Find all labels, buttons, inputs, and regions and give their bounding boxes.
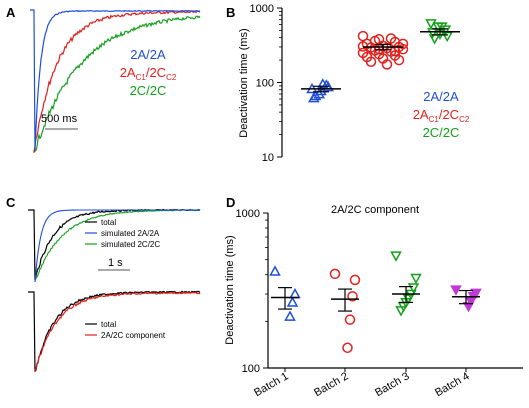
legend-label: total: [101, 218, 116, 227]
data-point: [365, 56, 377, 67]
panel-c-legend: total simulated 2A/2A simulated 2C/2C total…: [85, 218, 166, 340]
y-tick-label: 10: [262, 152, 274, 164]
data-point: [450, 285, 462, 296]
trace-c-sim-2a2a: [34, 209, 200, 283]
legend-entry: 2AC1/2CC2: [413, 107, 470, 124]
scale-bar-c-label: 1 s: [108, 257, 123, 269]
panel-c-label: C: [6, 195, 16, 210]
data-point: [393, 54, 405, 66]
legend-label: total: [101, 320, 116, 329]
panel-d-label: D: [226, 195, 235, 210]
trace-2a2c: [33, 10, 201, 153]
y-tick-label: 1000: [236, 208, 260, 220]
trace-2a2a: [30, 9, 201, 151]
y-tick-label: 100: [242, 363, 260, 375]
data-point: [410, 273, 422, 285]
data-point: [344, 314, 356, 325]
x-tick-label: Batch 4: [433, 370, 471, 399]
panel-b-chart: Deactivation time (ms) 10 100 1000: [238, 3, 460, 164]
data-point: [407, 283, 420, 294]
data-point: [385, 33, 397, 44]
data-point: [441, 31, 453, 43]
panel-a-label: A: [6, 5, 16, 20]
legend-entry: 2C/2C: [423, 125, 460, 140]
panel-c-traces: 1 s: [28, 208, 201, 373]
panel-a-traces: 500 ms: [30, 9, 201, 153]
y-tick-label: 100: [256, 78, 274, 90]
y-tick-label: 1000: [250, 3, 274, 15]
panel-d-ylabel: Deactivation time (ms): [224, 235, 236, 344]
data-point: [286, 296, 299, 307]
data-point: [390, 251, 402, 262]
legend-entry: 2C/2C: [130, 83, 167, 98]
panel-b-label: B: [226, 5, 235, 20]
legend-label: 2A/2C component: [101, 331, 166, 340]
x-tick-label: Batch 2: [312, 370, 350, 399]
data-point: [309, 89, 322, 101]
panel-b-ylabel: Deactivation time (ms): [238, 28, 250, 137]
legend-entry: 2A/2A: [423, 89, 459, 104]
data-point: [317, 78, 329, 89]
x-tick-label: Batch 3: [373, 370, 411, 399]
scale-bar-a-label: 500 ms: [41, 113, 78, 125]
data-point: [329, 268, 341, 280]
data-point: [436, 22, 448, 33]
data-point: [381, 59, 393, 70]
legend-label: simulated 2C/2C: [101, 240, 160, 249]
data-point: [462, 301, 475, 313]
panel-d-title: 2A/2C component: [331, 204, 419, 216]
panel-d-chart: 2A/2C component Deactivation time (ms) 1…: [224, 204, 523, 399]
data-point: [284, 310, 296, 321]
data-point: [425, 19, 437, 30]
trace-2c2c: [34, 15, 201, 153]
legend-entry: 2AC1/2CC2: [120, 65, 177, 82]
legend-label: simulated 2A/2A: [101, 229, 160, 238]
data-point: [369, 35, 381, 47]
data-point: [342, 342, 353, 354]
data-point: [347, 291, 358, 302]
trace-c2-total: [28, 290, 201, 373]
data-point: [349, 274, 361, 286]
data-point: [269, 265, 281, 276]
trace-c2-component: [34, 291, 201, 372]
data-point: [395, 306, 407, 317]
legend-entry: 2A/2A: [130, 47, 166, 62]
data-point: [428, 34, 441, 45]
data-point: [397, 38, 409, 50]
data-point: [289, 288, 301, 299]
